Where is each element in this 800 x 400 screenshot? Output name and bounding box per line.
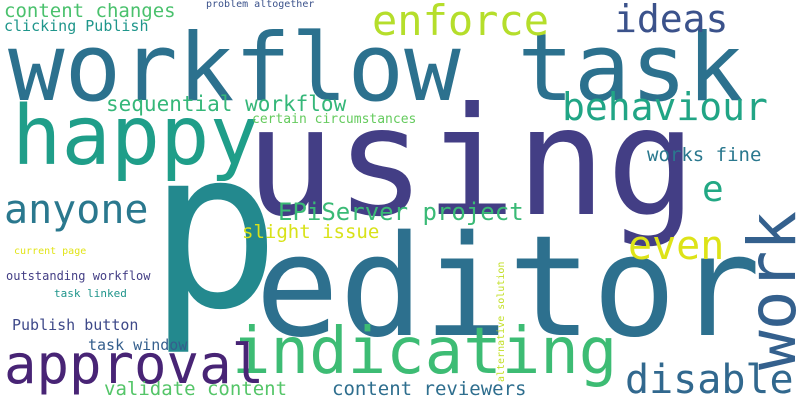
word-using: using xyxy=(245,76,697,250)
word-approval: approval xyxy=(4,333,265,396)
word-ideas: ideas xyxy=(614,0,729,41)
word-certain-circumstances: certain circumstances xyxy=(252,112,417,127)
word-task-linked: task linked xyxy=(54,287,127,300)
word-work: work xyxy=(734,211,800,370)
word-content-changes: content changes xyxy=(4,0,176,22)
word-even: even xyxy=(628,223,725,269)
word-sequential-workflow: sequential workflow xyxy=(106,92,347,116)
word-outstanding-workflow: outstanding workflow xyxy=(6,269,151,283)
word-anyone: anyone xyxy=(4,187,149,233)
word-clicking-publish: clicking Publish xyxy=(4,17,149,35)
word-episerver-project: EPiServer project xyxy=(278,198,524,226)
word-disable: disable xyxy=(625,357,794,400)
word-enforce: enforce xyxy=(372,0,550,45)
word-indicating: indicating xyxy=(232,315,618,389)
word-alternative-solution: alternative solution xyxy=(496,261,507,382)
word-problem-altogether: problem altogether xyxy=(206,0,315,10)
word-happy: happy xyxy=(12,89,259,184)
word-workflow-task: workflow task xyxy=(8,14,744,123)
word-validate-content: validate content xyxy=(104,378,288,400)
word-editor: editor xyxy=(255,206,761,369)
word-slight-issue: slight issue xyxy=(242,221,380,243)
word-publish-button: Publish button xyxy=(12,316,139,334)
word-works-fine: works fine xyxy=(647,144,762,166)
word-content-reviewers: content reviewers xyxy=(332,378,527,400)
word-e: e xyxy=(702,169,724,210)
word-task-window: task window xyxy=(88,336,188,354)
word-current-page: current page xyxy=(14,246,87,257)
word-behaviour: behaviour xyxy=(562,85,768,129)
word-p: p xyxy=(148,102,281,358)
